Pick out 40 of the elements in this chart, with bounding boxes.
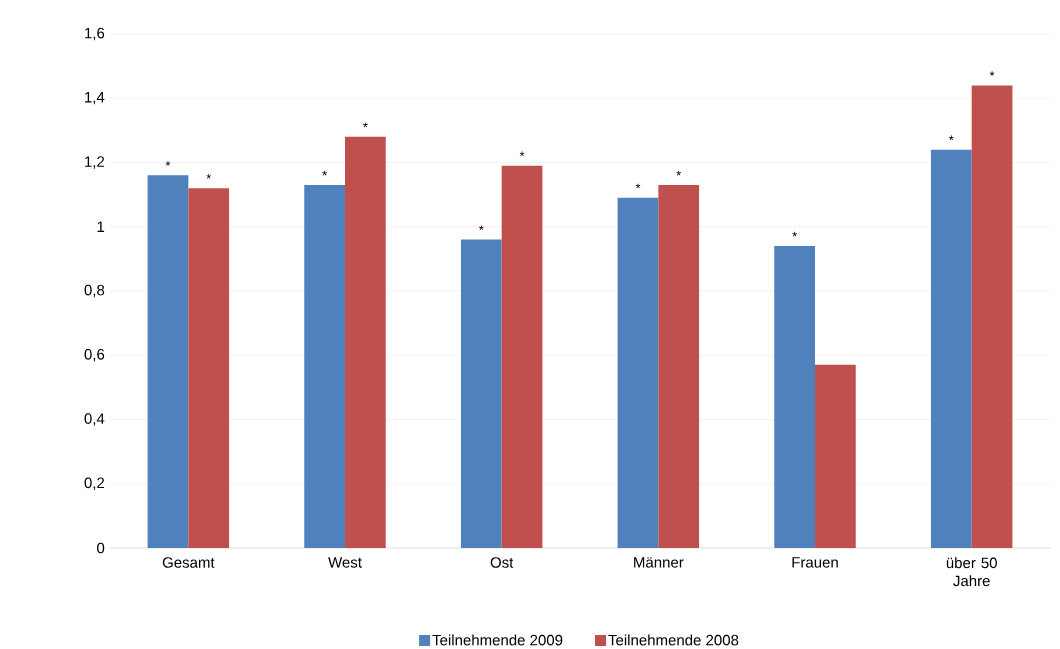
bar xyxy=(147,175,189,548)
annotation: * xyxy=(989,71,995,76)
y-tick-label: 0,8 xyxy=(84,284,105,298)
legend-label: Teilnehmende 2009 xyxy=(432,634,563,646)
y-tick-label: 1 xyxy=(97,221,105,232)
bar xyxy=(460,239,502,548)
bar xyxy=(188,188,230,548)
bar xyxy=(774,246,816,548)
y-tick-label: 1,4 xyxy=(85,92,105,105)
annotation: * xyxy=(363,122,368,128)
x-tick-label: Gesamt xyxy=(162,557,215,568)
bar xyxy=(971,85,1013,548)
bar xyxy=(617,197,659,548)
annotation: * xyxy=(676,170,682,176)
annotation: * xyxy=(206,174,212,179)
legend-label: Teilnehmende 2008 xyxy=(608,634,739,646)
y-tick-label: 0,6 xyxy=(84,349,105,362)
annotation: * xyxy=(165,161,171,166)
annotation: * xyxy=(792,231,797,237)
bar xyxy=(345,136,386,548)
x-tick-label: West xyxy=(328,557,362,568)
y-tick-label: 1,6 xyxy=(85,27,105,41)
bar xyxy=(304,184,346,548)
bar xyxy=(930,149,972,548)
y-tick-label: 0,4 xyxy=(84,413,105,426)
x-tick-label: über 50 Jahre xyxy=(946,557,997,587)
annotation: * xyxy=(322,170,327,176)
bar xyxy=(501,165,543,548)
x-tick-label: Frauen xyxy=(792,557,838,568)
bar xyxy=(815,364,856,548)
x-tick-label: Männer xyxy=(634,557,684,568)
y-tick-label: 0,2 xyxy=(84,477,105,490)
x-tick-label: Ost xyxy=(490,557,514,568)
annotation: * xyxy=(519,151,525,157)
bar xyxy=(658,184,700,548)
annotation: * xyxy=(478,225,484,231)
annotation: * xyxy=(948,135,954,141)
y-tick-label: 1,2 xyxy=(85,156,105,169)
annotation: * xyxy=(635,183,641,189)
y-tick-label: 0 xyxy=(97,542,105,554)
